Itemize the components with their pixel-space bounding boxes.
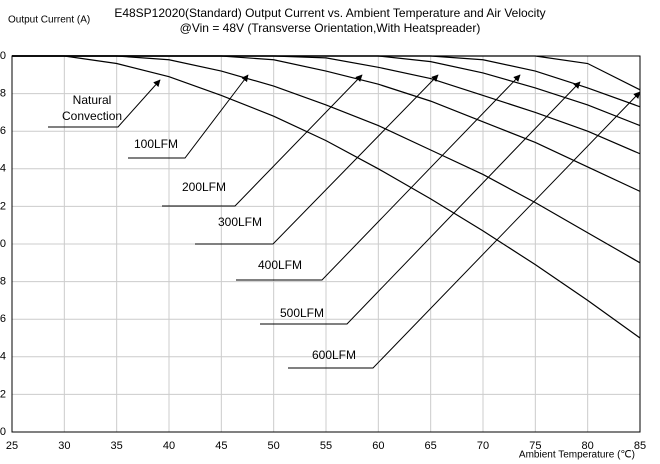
y-tick-label: 4 — [0, 351, 6, 363]
y-tick-label: 0 — [0, 426, 6, 438]
leader-line — [260, 81, 581, 325]
y-tick-label: 6 — [0, 313, 6, 325]
x-tick-label: 30 — [58, 440, 70, 452]
y-tick-label: 8 — [0, 276, 6, 288]
y-tick-label: 18 — [0, 88, 6, 100]
x-tick-label: 55 — [320, 440, 332, 452]
x-tick-label: 75 — [529, 440, 541, 452]
leader-line — [128, 74, 249, 159]
y-tick-label: 14 — [0, 163, 6, 175]
leader-line — [236, 74, 521, 281]
y-axis-label: Output Current (A) — [8, 15, 90, 26]
series-line — [12, 55, 641, 339]
chart-subtitle: @Vin = 48V (Transverse Orientation,With … — [180, 21, 481, 35]
x-tick-label: 70 — [477, 440, 489, 452]
x-tick-label: 45 — [215, 440, 227, 452]
x-tick-label: 50 — [268, 440, 280, 452]
x-tick-label: 60 — [372, 440, 384, 452]
leader-line — [48, 79, 161, 128]
leader-line — [162, 74, 363, 207]
series-label: 400LFM — [257, 258, 303, 272]
chart-title: E48SP12020(Standard) Output Current vs. … — [114, 6, 545, 20]
x-tick-label: 65 — [425, 440, 437, 452]
series-label: 600LFM — [311, 348, 357, 362]
series-label: 200LFM — [181, 180, 227, 194]
series-label: 500LFM — [279, 306, 325, 320]
series-label: 300LFM — [217, 215, 263, 229]
x-tick-label: 35 — [111, 440, 123, 452]
series-label: 100LFM — [133, 137, 179, 151]
x-tick-label: 85 — [634, 440, 646, 452]
y-tick-label: 12 — [0, 200, 6, 212]
x-tick-label: 25 — [6, 440, 18, 452]
y-tick-label: 10 — [0, 238, 6, 250]
x-axis-label: Ambient Temperature (℃) — [519, 450, 635, 461]
x-tick-label: 40 — [163, 440, 175, 452]
leader-line — [195, 74, 439, 245]
y-tick-label: 16 — [0, 125, 6, 137]
y-tick-label: 2 — [0, 388, 6, 400]
leader-line — [288, 91, 641, 369]
series-label: Natural Convection — [62, 93, 123, 123]
y-tick-label: 20 — [0, 50, 6, 62]
x-tick-label: 80 — [582, 440, 594, 452]
series-line — [12, 55, 641, 91]
